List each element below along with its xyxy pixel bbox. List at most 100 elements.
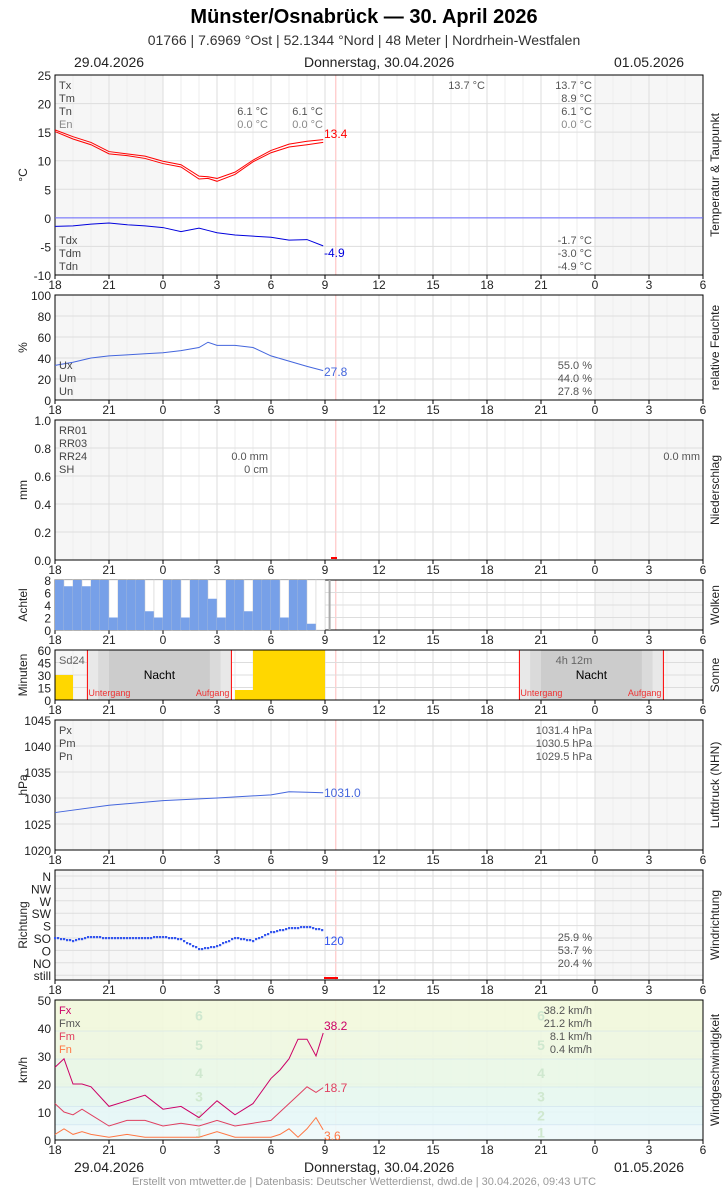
last-dew: -4.9 <box>324 246 345 260</box>
wind-dir-point <box>177 938 180 941</box>
panel-title: Windgeschwindigkeit <box>708 1013 722 1126</box>
x-tick-label: 9 <box>322 853 329 867</box>
x-tick-label: 15 <box>426 633 440 647</box>
x-tick-label: 3 <box>214 703 221 717</box>
cloud-bar <box>91 580 100 630</box>
wind-dir-point <box>192 945 195 948</box>
legend-Tn: Tn <box>59 106 72 118</box>
cloud-bar <box>163 580 172 630</box>
x-tick-label: 18 <box>48 1143 62 1157</box>
x-tick-label: 3 <box>646 853 653 867</box>
x-tick-label: 9 <box>322 563 329 577</box>
y-tick-label: 15 <box>38 682 52 696</box>
x-tick-label: 0 <box>592 278 599 292</box>
stat: 8.9 °C <box>561 93 592 105</box>
last-fx: 38.2 <box>324 1019 348 1033</box>
last-pressure: 1031.0 <box>324 786 361 800</box>
night-band <box>541 650 642 700</box>
beaufort-label: 4 <box>537 1065 545 1081</box>
beaufort-label: 2 <box>537 1108 545 1124</box>
wind-dir-point <box>135 937 138 940</box>
x-tick-label: 0 <box>592 403 599 417</box>
wind-dir-point <box>120 937 123 940</box>
y-tick-label: 0.4 <box>34 498 51 512</box>
wind-dir-point <box>252 940 255 943</box>
wind-dir-point <box>72 940 75 943</box>
page-title: Münster/Osnabrück — 30. April 2026 <box>190 6 538 28</box>
wind-dir-point <box>231 938 234 941</box>
beaufort-band <box>55 1106 703 1125</box>
x-tick-label: 0 <box>592 983 599 997</box>
cloud-bar <box>145 611 154 630</box>
x-tick-label: 18 <box>48 278 62 292</box>
wind-dir-point <box>63 938 66 941</box>
stat: -1.7 °C <box>558 235 592 247</box>
wind-dir-point <box>162 936 165 939</box>
stat: 53.7 % <box>558 945 592 957</box>
x-tick-label: 0 <box>160 563 167 577</box>
date-center-bottom: Donnerstag, 30.04.2026 <box>304 1159 455 1175</box>
wind-dir-point <box>240 938 243 941</box>
wind-dir-point <box>138 937 141 940</box>
stat: 0 cm <box>244 464 268 476</box>
x-tick-label: 3 <box>646 703 653 717</box>
panel-frame <box>54 999 704 1141</box>
wind-dir-point <box>255 938 258 941</box>
wind-dir-point <box>102 937 105 940</box>
last-humidity: 27.8 <box>324 365 348 379</box>
x-tick-label: 18 <box>480 563 494 577</box>
beaufort-label: 1 <box>537 1124 545 1140</box>
cloud-bar <box>217 617 226 630</box>
wind-dir-point <box>198 948 201 951</box>
wind-dir-point <box>99 936 102 939</box>
wind-dir-point <box>174 937 177 940</box>
y-tick-label: 60 <box>38 331 52 345</box>
x-tick-label: 18 <box>480 633 494 647</box>
cloud-bar <box>190 580 199 630</box>
x-tick-label: 12 <box>372 853 386 867</box>
fn-line <box>54 1116 324 1138</box>
cloud-bar <box>307 623 316 630</box>
x-tick-label: 15 <box>426 703 440 717</box>
x-tick-label: 3 <box>214 633 221 647</box>
stat: 21.2 km/h <box>544 1018 592 1030</box>
stat: 6.1 °C <box>237 106 268 118</box>
wind-dir-point <box>180 938 183 941</box>
cloud-bar <box>271 580 280 630</box>
panel-title: Windrichtung <box>708 890 722 960</box>
legend-RR01: RR01 <box>59 425 87 437</box>
legend-RR24: RR24 <box>59 451 87 463</box>
x-tick-label: 15 <box>426 563 440 577</box>
x-tick-label: 3 <box>214 1143 221 1157</box>
sun-bar <box>253 650 325 700</box>
x-tick-label: 6 <box>268 703 275 717</box>
legend-RR03: RR03 <box>59 438 87 450</box>
stat: 25.9 % <box>558 932 592 944</box>
y-tick-label: 0 <box>44 1134 51 1148</box>
y-axis-label: km/h <box>16 1057 30 1083</box>
y-tick-label: 30 <box>38 669 52 683</box>
x-tick-label: 3 <box>646 633 653 647</box>
missing-marker <box>331 557 337 559</box>
cloud-bar <box>55 580 64 630</box>
wind-dir-point <box>168 937 171 940</box>
sun-bar <box>235 690 253 700</box>
wind-dir-point <box>195 946 198 949</box>
y-tick-label: 0.8 <box>34 442 51 456</box>
x-tick-label: 9 <box>322 703 329 717</box>
cloud-bar <box>262 580 271 630</box>
wind-dir-point <box>186 942 189 945</box>
legend-Tdn: Tdn <box>59 261 78 273</box>
cloud-bar <box>181 617 190 630</box>
date-right-bottom: 01.05.2026 <box>614 1159 685 1175</box>
legend-En: En <box>59 119 72 131</box>
last-fn: 3.6 <box>324 1129 341 1143</box>
x-tick-label: 6 <box>700 278 707 292</box>
y-tick-label: 0.6 <box>34 470 51 484</box>
wind-dir-point <box>303 926 306 929</box>
x-tick-label: 12 <box>372 633 386 647</box>
wind-dir-point <box>78 938 81 941</box>
y-tick-label: 30 <box>38 1050 52 1064</box>
fx-line <box>54 1032 324 1119</box>
stat: 6.1 °C <box>561 106 592 118</box>
